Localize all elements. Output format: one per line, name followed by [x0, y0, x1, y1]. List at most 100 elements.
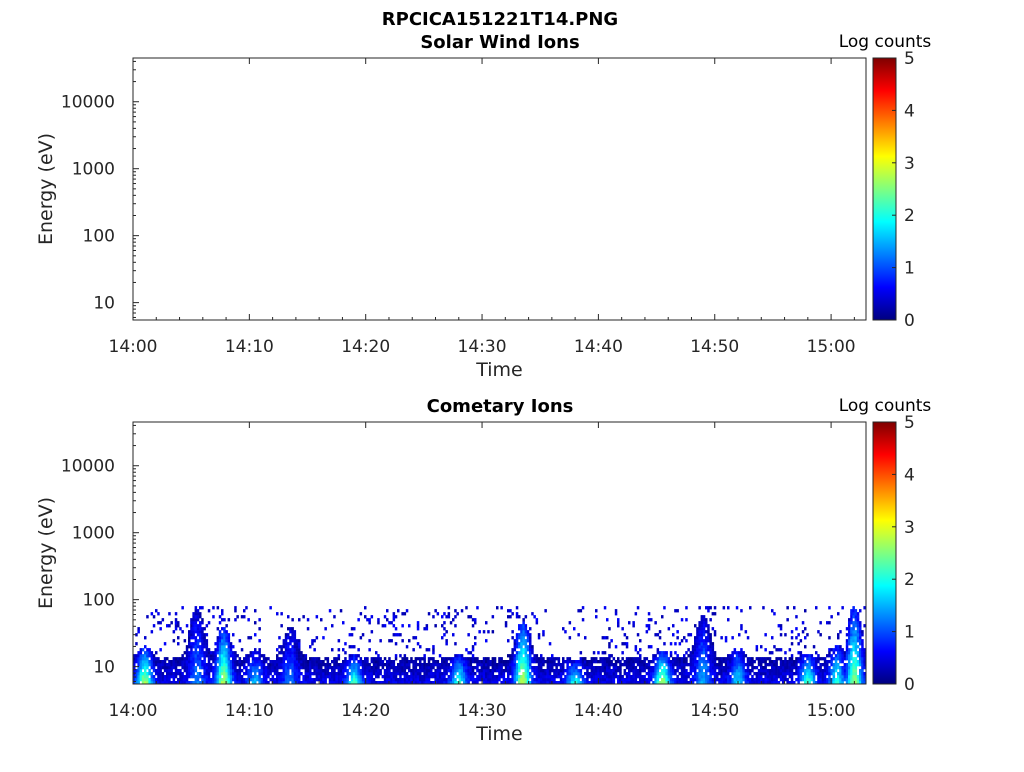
spectrogram-cell: [647, 660, 651, 664]
spectrogram-cell: [218, 681, 222, 685]
spectrogram-cell: [705, 636, 708, 640]
x-tick-label: 14:00: [109, 337, 158, 357]
spectrogram-cell: [830, 648, 833, 652]
spectrogram-cell: [707, 666, 710, 670]
spectrogram-cell: [504, 624, 508, 628]
spectrogram-cell: [592, 678, 596, 682]
spectrogram-cell: [614, 609, 618, 613]
spectrogram-cell: [740, 678, 743, 682]
spectrogram-cell: [469, 651, 473, 655]
spectrogram-cell: [425, 678, 429, 682]
spectrogram-cell: [656, 660, 660, 664]
spectrogram-cell: [320, 669, 323, 673]
spectrogram-cell: [423, 672, 426, 676]
spectrogram-cell: [850, 621, 853, 625]
spectrogram-cell: [667, 681, 671, 685]
spectrogram-cell: [315, 615, 319, 619]
spectrogram-cell: [584, 678, 587, 682]
spectrogram-cell: [278, 663, 281, 667]
spectrogram-cell: [702, 657, 706, 661]
spectrogram-cell: [405, 675, 409, 679]
spectrogram-cell: [174, 669, 178, 673]
spectrogram-cell: [168, 678, 171, 682]
spectrogram-cell: [797, 642, 800, 646]
spectrogram-cell: [236, 681, 239, 685]
spectrogram-cell: [397, 672, 400, 676]
spectrogram-cell: [540, 660, 543, 664]
spectrogram-cell: [315, 672, 319, 676]
spectrogram-cell: [694, 648, 697, 652]
spectrogram-cell: [359, 612, 363, 616]
spectrogram-cell: [284, 633, 288, 637]
spectrogram-cell: [205, 675, 209, 679]
spectrogram-cell: [788, 660, 792, 664]
spectrogram-cell: [614, 672, 618, 676]
spectrogram-cell: [757, 675, 761, 679]
spectrogram-cell: [603, 606, 607, 610]
spectrogram-cell: [841, 672, 844, 676]
spectrogram-cell: [700, 666, 704, 670]
colorbar-tick-label: 0: [904, 311, 915, 331]
spectrogram-cell: [465, 675, 468, 679]
spectrogram-cell: [243, 609, 246, 613]
spectrogram-cell: [438, 678, 442, 682]
spectrogram-cell: [487, 672, 490, 676]
x-tick-label: 14:50: [690, 337, 739, 357]
spectrogram-cell: [196, 642, 200, 646]
spectrogram-cell: [207, 675, 211, 679]
spectrogram-cell: [595, 615, 598, 619]
spectrogram-cell: [205, 639, 209, 643]
spectrogram-cell: [478, 675, 481, 679]
spectrogram-cell: [199, 627, 202, 631]
spectrogram-cell: [788, 666, 792, 670]
spectrogram-cell: [390, 675, 393, 679]
spectrogram-cell: [845, 627, 849, 631]
spectrogram-cell: [287, 651, 290, 655]
spectrogram-cell: [454, 615, 457, 619]
spectrogram-cell: [634, 681, 638, 685]
spectrogram-cell: [500, 675, 503, 679]
spectrogram-cell: [735, 672, 739, 676]
spectrogram-cell: [427, 612, 431, 616]
spectrogram-cell: [328, 672, 332, 676]
spectrogram-cell: [342, 666, 345, 670]
spectrogram-cell: [194, 618, 198, 622]
spectrogram-cell: [515, 651, 519, 655]
spectrogram-cell: [647, 624, 651, 628]
spectrogram-cell: [542, 663, 545, 667]
spectrogram-cell: [603, 669, 607, 673]
spectrogram-cell: [135, 633, 138, 637]
spectrogram-cell: [232, 669, 235, 673]
spectrogram-cell: [551, 657, 554, 661]
spectrogram-cell: [621, 675, 624, 679]
spectrogram-cell: [698, 651, 701, 655]
spectrogram-cell: [841, 678, 844, 682]
spectrogram-cell: [775, 660, 778, 664]
spectrogram-cell: [236, 654, 239, 658]
spectrogram-cell: [322, 672, 325, 676]
spectrogram-cell: [518, 678, 521, 682]
spectrogram-cell: [828, 666, 831, 670]
spectrogram-cell: [603, 681, 607, 685]
spectrogram-cell: [599, 672, 602, 676]
spectrogram-cell: [188, 657, 191, 661]
spectrogram-cell: [152, 624, 156, 628]
spectrogram-cell: [529, 627, 532, 631]
spectrogram-cell: [612, 666, 616, 670]
spectrogram-cell: [592, 669, 596, 673]
spectrogram-cell: [806, 666, 809, 670]
spectrogram-cell: [262, 657, 266, 661]
spectrogram-cell: [841, 657, 844, 661]
spectrogram-cell: [372, 663, 376, 667]
spectrogram-cell: [504, 621, 508, 625]
spectrogram-cell: [174, 618, 178, 622]
spectrogram-cell: [339, 681, 343, 685]
spectrogram-cell: [493, 666, 497, 670]
spectrogram-cell: [487, 630, 490, 634]
spectrogram-cell: [808, 663, 811, 667]
spectrogram-cell: [718, 678, 721, 682]
spectrogram-cell: [282, 672, 286, 676]
spectrogram-cell: [601, 663, 605, 667]
spectrogram-cell: [540, 672, 543, 676]
spectrogram-cell: [309, 675, 312, 679]
